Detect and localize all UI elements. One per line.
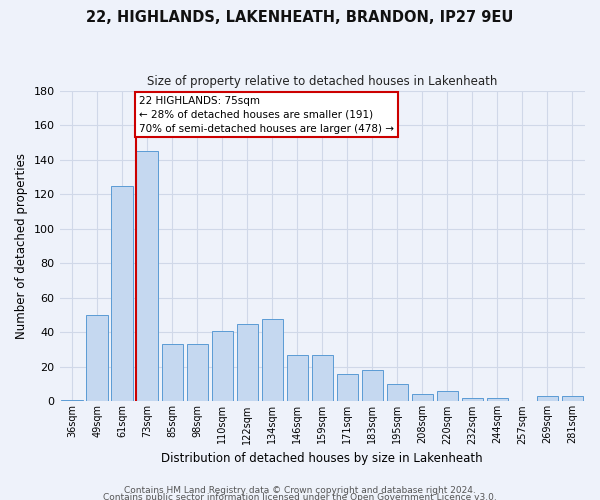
X-axis label: Distribution of detached houses by size in Lakenheath: Distribution of detached houses by size … bbox=[161, 452, 483, 465]
Bar bbox=[161, 344, 183, 402]
Bar bbox=[537, 396, 558, 402]
Bar bbox=[462, 398, 483, 402]
Bar bbox=[337, 374, 358, 402]
Title: Size of property relative to detached houses in Lakenheath: Size of property relative to detached ho… bbox=[147, 75, 497, 88]
Bar bbox=[61, 400, 83, 402]
Bar bbox=[212, 330, 233, 402]
Bar bbox=[311, 355, 333, 402]
Text: 22, HIGHLANDS, LAKENHEATH, BRANDON, IP27 9EU: 22, HIGHLANDS, LAKENHEATH, BRANDON, IP27… bbox=[86, 10, 514, 25]
Bar bbox=[262, 318, 283, 402]
Bar bbox=[487, 398, 508, 402]
Bar bbox=[562, 396, 583, 402]
Bar bbox=[86, 315, 108, 402]
Bar bbox=[187, 344, 208, 402]
Text: Contains HM Land Registry data © Crown copyright and database right 2024.: Contains HM Land Registry data © Crown c… bbox=[124, 486, 476, 495]
Bar bbox=[412, 394, 433, 402]
Bar bbox=[136, 151, 158, 402]
Text: 22 HIGHLANDS: 75sqm
← 28% of detached houses are smaller (191)
70% of semi-detac: 22 HIGHLANDS: 75sqm ← 28% of detached ho… bbox=[139, 96, 394, 134]
Bar bbox=[112, 186, 133, 402]
Text: Contains public sector information licensed under the Open Government Licence v3: Contains public sector information licen… bbox=[103, 494, 497, 500]
Bar bbox=[287, 355, 308, 402]
Bar bbox=[236, 324, 258, 402]
Bar bbox=[362, 370, 383, 402]
Y-axis label: Number of detached properties: Number of detached properties bbox=[15, 153, 28, 339]
Bar bbox=[387, 384, 408, 402]
Bar bbox=[437, 391, 458, 402]
